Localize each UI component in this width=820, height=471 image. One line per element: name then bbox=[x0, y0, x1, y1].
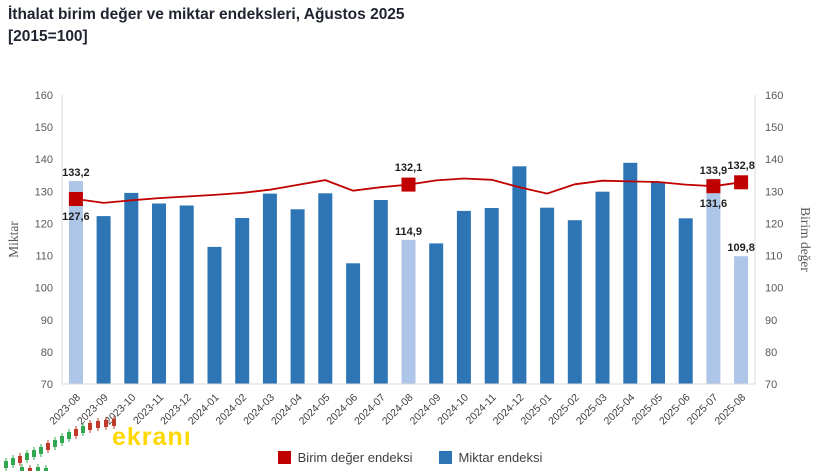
annotation-line-2025-07: 131,6 bbox=[700, 198, 728, 210]
bar-2024-03[interactable] bbox=[262, 193, 277, 384]
annotation-line-2023-08: 127,6 bbox=[62, 211, 90, 223]
y-tick-right-70: 70 bbox=[765, 379, 777, 391]
bar-2023-08[interactable] bbox=[68, 181, 83, 384]
quantity-swatch-icon bbox=[438, 451, 452, 464]
marker-2024-08[interactable] bbox=[401, 177, 416, 192]
y-tick-left-110: 110 bbox=[35, 251, 53, 263]
bar-2025-04[interactable] bbox=[623, 162, 638, 384]
y-tick-right-130: 130 bbox=[765, 186, 783, 198]
y-axis-title-right: Birim değer bbox=[798, 207, 813, 272]
legend-label-quantity: Miktar endeksi bbox=[458, 450, 543, 465]
y-tick-right-100: 100 bbox=[765, 283, 783, 295]
bar-2024-10[interactable] bbox=[456, 210, 471, 384]
marker-2023-08[interactable] bbox=[68, 192, 83, 206]
y-tick-left-130: 130 bbox=[35, 186, 53, 198]
unit-value-swatch-icon bbox=[277, 451, 291, 464]
annotation-line-2025-08: 132,8 bbox=[727, 160, 755, 172]
chart-title-line2: [2015=100] bbox=[8, 28, 88, 45]
y-axis-title-left: Miktar bbox=[6, 221, 21, 258]
annotation-bar-2023-08: 133,2 bbox=[62, 167, 90, 179]
bar-2025-06[interactable] bbox=[678, 218, 693, 384]
bar-2025-03[interactable] bbox=[595, 191, 610, 384]
y-tick-left-80: 80 bbox=[41, 347, 53, 359]
x-label-2023-10: 2023-10 bbox=[103, 392, 139, 428]
y-tick-left-120: 120 bbox=[35, 218, 53, 230]
y-tick-right-90: 90 bbox=[765, 315, 777, 327]
bar-2024-08[interactable] bbox=[401, 239, 416, 384]
bar-2024-09[interactable] bbox=[429, 243, 444, 384]
chart-title: İthalat birim değer ve miktar endeksleri… bbox=[8, 4, 648, 48]
bar-2024-11[interactable] bbox=[484, 208, 499, 384]
bar-2024-06[interactable] bbox=[346, 263, 361, 384]
bar-2025-08[interactable] bbox=[734, 256, 749, 384]
legend-item-quantity-index[interactable]: Miktar endeksi bbox=[438, 450, 543, 465]
y-tick-right-120: 120 bbox=[765, 218, 783, 230]
y-tick-left-100: 100 bbox=[35, 283, 53, 295]
chart-legend: Birim değer endeksi Miktar endeksi bbox=[0, 450, 820, 465]
y-tick-right-160: 160 bbox=[765, 90, 783, 102]
bar-2024-07[interactable] bbox=[373, 200, 388, 384]
annotation-line-2024-08: 132,1 bbox=[395, 162, 423, 174]
y-tick-right-80: 80 bbox=[765, 347, 777, 359]
y-tick-right-110: 110 bbox=[765, 251, 783, 263]
bar-2025-02[interactable] bbox=[567, 220, 582, 384]
bar-2025-05[interactable] bbox=[651, 181, 665, 384]
bar-2024-01[interactable] bbox=[207, 246, 222, 384]
bar-2024-12[interactable] bbox=[512, 166, 527, 384]
bar-2024-05[interactable] bbox=[318, 193, 333, 384]
bar-2023-12[interactable] bbox=[179, 205, 194, 385]
annotation-bar-2024-08: 114,9 bbox=[395, 226, 422, 238]
y-tick-left-90: 90 bbox=[41, 315, 53, 327]
y-tick-right-140: 140 bbox=[765, 154, 783, 166]
y-tick-left-150: 150 bbox=[35, 122, 53, 134]
bar-2023-11[interactable] bbox=[152, 203, 166, 385]
y-tick-left-70: 70 bbox=[41, 379, 53, 391]
annotation-bar-2025-07: 133,9 bbox=[700, 165, 728, 177]
y-tick-left-140: 140 bbox=[35, 154, 53, 166]
bar-2024-04[interactable] bbox=[290, 209, 305, 384]
x-label-2025-08: 2025-08 bbox=[713, 392, 749, 428]
bar-2024-02[interactable] bbox=[235, 218, 250, 384]
bar-2023-09[interactable] bbox=[96, 216, 111, 384]
marker-2025-07[interactable] bbox=[706, 179, 721, 194]
y-tick-right-150: 150 bbox=[765, 122, 783, 134]
bar-2025-01[interactable] bbox=[540, 207, 555, 384]
bar-2025-07[interactable] bbox=[706, 178, 721, 384]
bar-2023-10[interactable] bbox=[124, 192, 139, 384]
annotation-bar-2025-08: 109,8 bbox=[727, 242, 755, 254]
chart-title-line1: İthalat birim değer ve miktar endeksleri… bbox=[8, 6, 405, 23]
legend-label-unit-value: Birim değer endeksi bbox=[297, 450, 413, 465]
marker-2025-08[interactable] bbox=[734, 175, 749, 190]
x-label-2024-10: 2024-10 bbox=[435, 392, 471, 428]
legend-item-unit-value-index[interactable]: Birim değer endeksi bbox=[277, 450, 413, 465]
y-tick-left-160: 160 bbox=[35, 90, 53, 102]
